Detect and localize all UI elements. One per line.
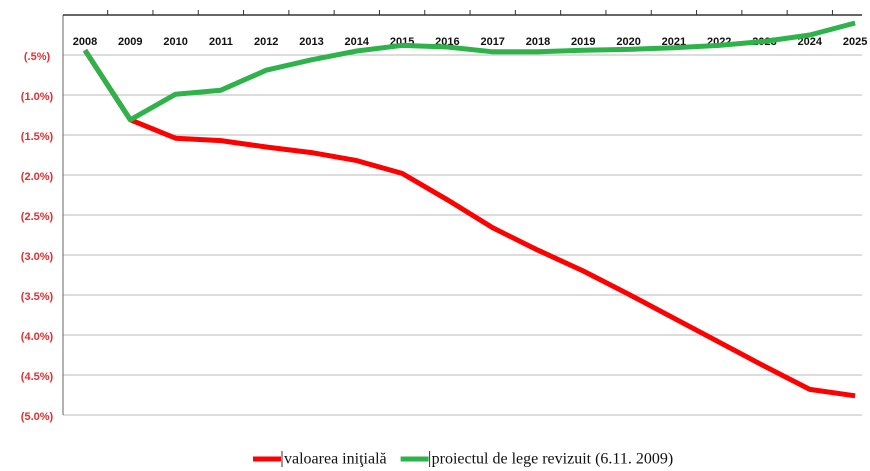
x-tick-label: 2025 [843,36,867,48]
x-tick-label: 2020 [616,36,640,48]
y-tick-label: (.5%) [24,51,51,63]
x-tick-label: 2009 [118,36,142,48]
x-tick-label: 2018 [526,36,550,48]
y-tick-label: (4.0%) [21,331,54,343]
y-tick-label: (1.5%) [21,131,54,143]
y-tick-label: (2.0%) [21,171,54,183]
y-tick-label: (3.5%) [21,291,54,303]
x-tick-label: 2012 [254,36,278,48]
legend-label: valoarea iniţială [284,451,387,468]
x-tick-label: 2013 [299,36,323,48]
series-line [82,48,856,399]
y-tick-label: (5.0%) [21,411,54,423]
y-tick-label: (2.5%) [21,211,54,223]
y-tick-label: (1.0%) [21,91,54,103]
y-tick-label: (3.0%) [21,251,54,263]
x-tick-label: 2017 [480,36,504,48]
legend-label: proiectul de lege revizuit (6.11. 2009) [432,451,674,468]
series-line [82,20,856,123]
x-tick-label: 2021 [662,36,686,48]
x-tick-label: 2014 [345,36,370,48]
x-tick-label: 2024 [798,36,823,48]
x-tick-label: 2019 [571,36,595,48]
x-tick-label: 2008 [73,36,97,48]
y-tick-label: (4.5%) [21,371,54,383]
x-tick-label: 2011 [209,36,233,48]
x-tick-label: 2010 [163,36,187,48]
